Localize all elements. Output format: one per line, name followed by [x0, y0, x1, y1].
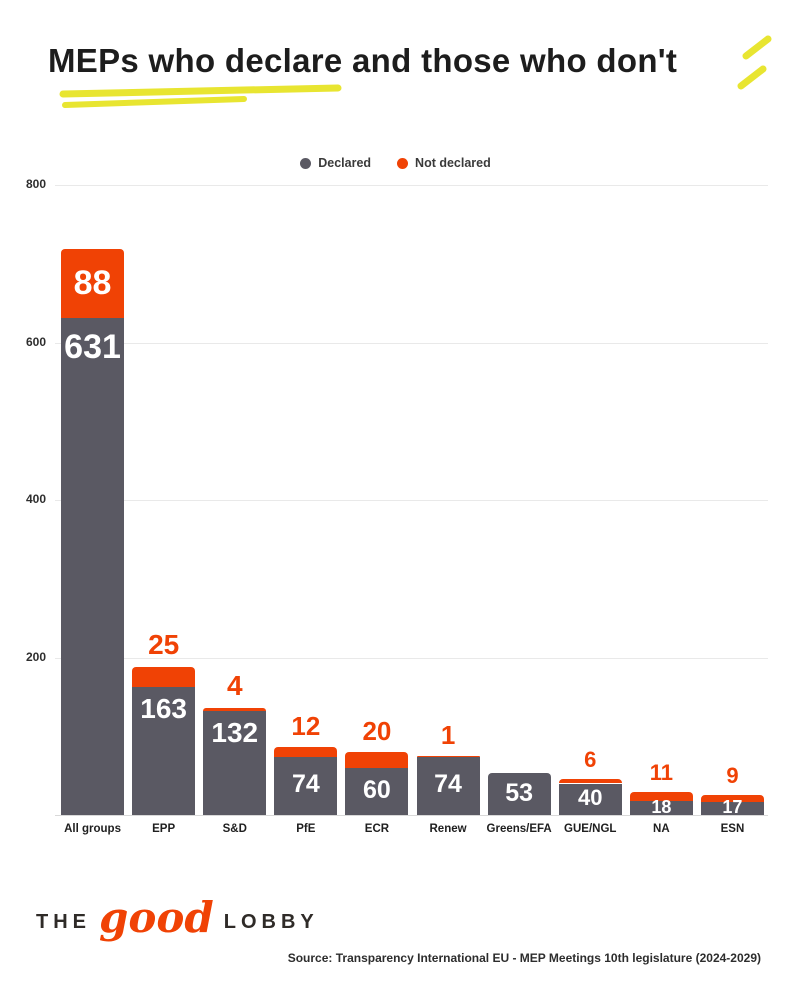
bar-segment-not-declared [629, 792, 693, 801]
bar-group: 17 9 ESN [697, 185, 768, 835]
gridline [55, 657, 768, 659]
logo-text-the: THE [36, 910, 91, 933]
gridline [55, 185, 768, 186]
x-axis-label: NA [653, 823, 670, 835]
bar-label-not-declared: 1 [440, 719, 456, 750]
bar-label-declared: 163 [140, 692, 187, 724]
bar-segment-declared [629, 800, 693, 815]
bar-group: 60 20 ECR [341, 185, 412, 835]
legend-label-declared: Declared [318, 156, 372, 170]
bar-segment-not-declared [558, 778, 622, 784]
bar-label-not-declared: 25 [148, 628, 180, 660]
bar-segment-declared [132, 686, 196, 815]
bar-label-declared: 53 [505, 778, 534, 807]
bar-label-declared: 74 [291, 770, 320, 799]
bar-label-not-declared: 12 [291, 711, 321, 742]
title-underline-icon [59, 84, 342, 108]
bar-segment-not-declared [345, 752, 409, 768]
gridline [55, 342, 768, 344]
bar-segment-declared [61, 318, 125, 815]
legend-label-not-declared: Not declared [415, 156, 491, 170]
bar-label-not-declared: 88 [73, 264, 112, 303]
bar-label-not-declared: 9 [726, 762, 739, 788]
logo-text-lobby: LOBBY [223, 910, 319, 933]
bar-group: 53 Greens/EFA [484, 185, 555, 835]
bar-segment-not-declared [274, 747, 338, 757]
bar-label-not-declared: 11 [649, 760, 673, 786]
logo-text-good: good [99, 893, 214, 942]
y-axis-tick-label: 200 [25, 649, 46, 664]
bar-group: 74 1 Renew [413, 185, 484, 835]
x-axis-label: GUE/NGL [564, 823, 617, 835]
bar-group: 18 11 NA [626, 185, 697, 835]
legend-item-declared: Declared [300, 156, 371, 170]
bar-group: 163 25 EPP [128, 185, 199, 835]
y-axis-tick-label: 600 [25, 334, 46, 349]
bar-group: 40 6 GUE/NGL [555, 185, 626, 835]
bar-segment-declared [345, 767, 409, 815]
bar-segment-not-declared [132, 666, 196, 687]
legend-swatch-declared-icon [300, 157, 312, 169]
bar-label-not-declared: 4 [226, 669, 243, 701]
x-axis-label: S&D [222, 823, 247, 835]
bar-group: 74 12 PfE [270, 185, 341, 835]
bar-label-declared: 631 [64, 328, 121, 367]
x-axis-label: ESN [720, 823, 745, 835]
bar-label-not-declared: 6 [584, 746, 597, 772]
legend-swatch-not-declared-icon [397, 157, 409, 169]
x-axis-label: PfE [296, 823, 316, 835]
bar-segment-declared [274, 756, 338, 815]
bar-segment-not-declared [203, 707, 267, 712]
bar-label-declared: 60 [363, 775, 391, 804]
x-axis-label: All groups [64, 823, 121, 835]
gridline [55, 500, 768, 501]
x-axis-label: EPP [152, 823, 176, 835]
legend: Declared Not declared [0, 156, 791, 170]
bar-segment-not-declared [61, 248, 125, 319]
x-axis-line [55, 815, 768, 816]
x-axis-label: Greens/EFA [486, 823, 552, 835]
source-text: Source: Transparency International EU - … [287, 951, 761, 965]
bar-group: 631 88 All groups [57, 185, 128, 835]
bar-label-declared: 132 [211, 717, 259, 749]
bar-label-declared: 18 [651, 796, 672, 817]
x-axis-label: Renew [429, 823, 467, 835]
bar-label-declared: 17 [722, 797, 743, 818]
bar-segment-declared [558, 783, 622, 815]
bar-group: 132 4 S&D [199, 185, 270, 835]
bar-segment-declared [487, 773, 551, 815]
legend-item-not-declared: Not declared [397, 156, 491, 170]
y-axis-tick-label: 400 [25, 492, 46, 506]
y-axis-tick-label: 800 [25, 177, 46, 191]
x-axis-label: ECR [364, 823, 390, 835]
bar-segment-declared [416, 756, 480, 815]
bar-segment-not-declared [700, 794, 764, 802]
page-title: MEPs who declare and those who don't [48, 42, 678, 79]
bar-segment-declared [700, 801, 764, 815]
bar-segment-declared [203, 711, 267, 815]
good-lobby-logo: THE good LOBBY [36, 894, 319, 950]
bar-label-declared: 40 [577, 785, 603, 811]
bar-label-not-declared: 20 [362, 716, 392, 746]
bar-label-declared: 74 [434, 770, 462, 799]
bar-segment-not-declared [416, 755, 480, 758]
bar-chart: 800 600 400 200 631 88 All groups 163 25 EPP 132 4 S… [26, 177, 768, 835]
